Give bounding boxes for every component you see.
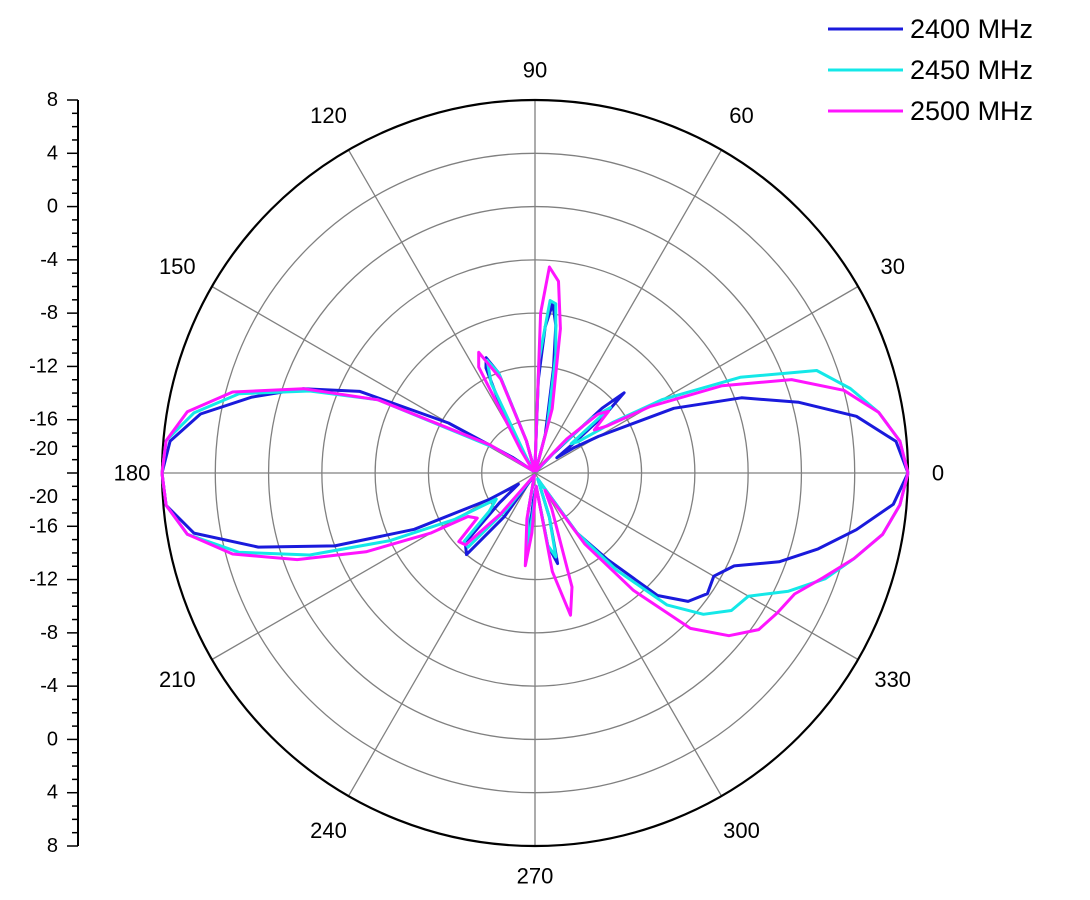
angle-tick-label: 150 bbox=[159, 254, 196, 279]
radial-tick-label: -8 bbox=[40, 302, 58, 324]
angle-tick-label: 300 bbox=[723, 818, 760, 843]
radial-tick-label: -16 bbox=[29, 409, 58, 431]
angle-tick-label: 0 bbox=[932, 461, 944, 486]
legend-label: 2450 MHz bbox=[910, 55, 1033, 85]
angle-tick-label: 240 bbox=[310, 818, 347, 843]
legend: 2400 MHz 2450 MHz 2500 MHz bbox=[828, 14, 1033, 126]
radial-tick-label: 8 bbox=[47, 835, 58, 857]
radial-tick-label: 4 bbox=[47, 142, 58, 164]
radial-tick-label: -16 bbox=[29, 515, 58, 537]
radial-axis-scale: 8 4 0 -4 -8 -12 -16 -20 -20 -16 -12 -8 -4 0 4 8 bbox=[29, 89, 79, 857]
radial-tick-label: 0 bbox=[47, 728, 58, 750]
angle-tick-label: 270 bbox=[517, 864, 554, 889]
polar-grid bbox=[160, 98, 910, 848]
radial-tick-label: -20 bbox=[29, 438, 58, 460]
radial-tick-label: -20 bbox=[29, 486, 58, 508]
radial-tick-label: -4 bbox=[40, 675, 58, 697]
legend-label: 2500 MHz bbox=[910, 96, 1033, 126]
series-layer bbox=[160, 265, 910, 638]
angle-tick-label: 330 bbox=[874, 667, 911, 692]
angle-tick-label: 60 bbox=[729, 103, 753, 128]
legend-label: 2400 MHz bbox=[910, 14, 1033, 44]
angle-tick-label: 30 bbox=[880, 254, 904, 279]
angle-tick-label: 90 bbox=[523, 58, 547, 83]
radial-tick-label: 8 bbox=[47, 89, 58, 111]
radial-tick-label: -12 bbox=[29, 355, 58, 377]
series-line-2500-mhz bbox=[160, 265, 910, 638]
angle-tick-label: 180 bbox=[114, 461, 151, 486]
angle-tick-label: 210 bbox=[159, 667, 196, 692]
angle-tick-label: 120 bbox=[310, 103, 347, 128]
radial-tick-label: -4 bbox=[40, 249, 58, 271]
radial-tick-label: -8 bbox=[40, 622, 58, 644]
radial-tick-label: 4 bbox=[47, 782, 58, 804]
radial-tick-label: 0 bbox=[47, 196, 58, 218]
radial-tick-label: -12 bbox=[29, 569, 58, 591]
angle-tick-labels: 0 30 60 90 120 150 180 210 240 270 300 330 bbox=[114, 58, 944, 889]
